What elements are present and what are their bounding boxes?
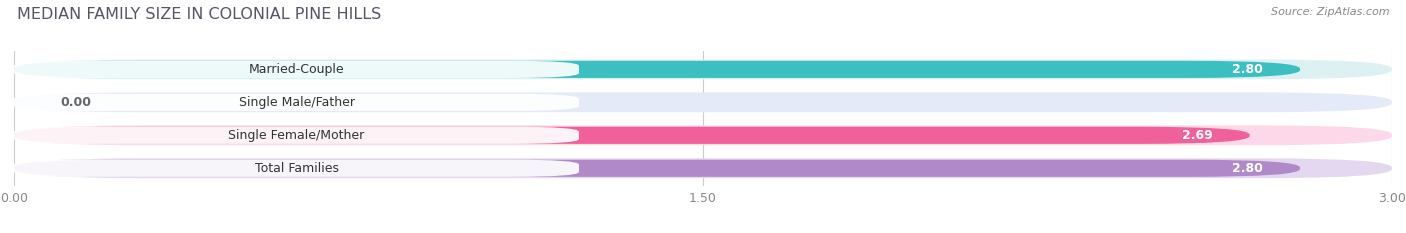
Text: 0.00: 0.00	[60, 96, 91, 109]
FancyBboxPatch shape	[14, 61, 579, 78]
Text: 2.69: 2.69	[1182, 129, 1213, 142]
Text: Single Male/Father: Single Male/Father	[239, 96, 354, 109]
FancyBboxPatch shape	[14, 59, 1392, 79]
FancyBboxPatch shape	[14, 158, 1392, 178]
Text: Single Female/Mother: Single Female/Mother	[228, 129, 364, 142]
Text: Source: ZipAtlas.com: Source: ZipAtlas.com	[1271, 7, 1389, 17]
FancyBboxPatch shape	[14, 160, 579, 177]
Text: MEDIAN FAMILY SIZE IN COLONIAL PINE HILLS: MEDIAN FAMILY SIZE IN COLONIAL PINE HILL…	[17, 7, 381, 22]
FancyBboxPatch shape	[14, 94, 579, 111]
Text: Married-Couple: Married-Couple	[249, 63, 344, 76]
FancyBboxPatch shape	[14, 93, 1392, 112]
FancyBboxPatch shape	[14, 127, 579, 144]
Text: 2.80: 2.80	[1233, 162, 1264, 175]
FancyBboxPatch shape	[14, 127, 1250, 144]
FancyBboxPatch shape	[14, 160, 1301, 177]
Text: Total Families: Total Families	[254, 162, 339, 175]
FancyBboxPatch shape	[14, 61, 1301, 78]
FancyBboxPatch shape	[14, 125, 1392, 145]
Text: 2.80: 2.80	[1233, 63, 1264, 76]
